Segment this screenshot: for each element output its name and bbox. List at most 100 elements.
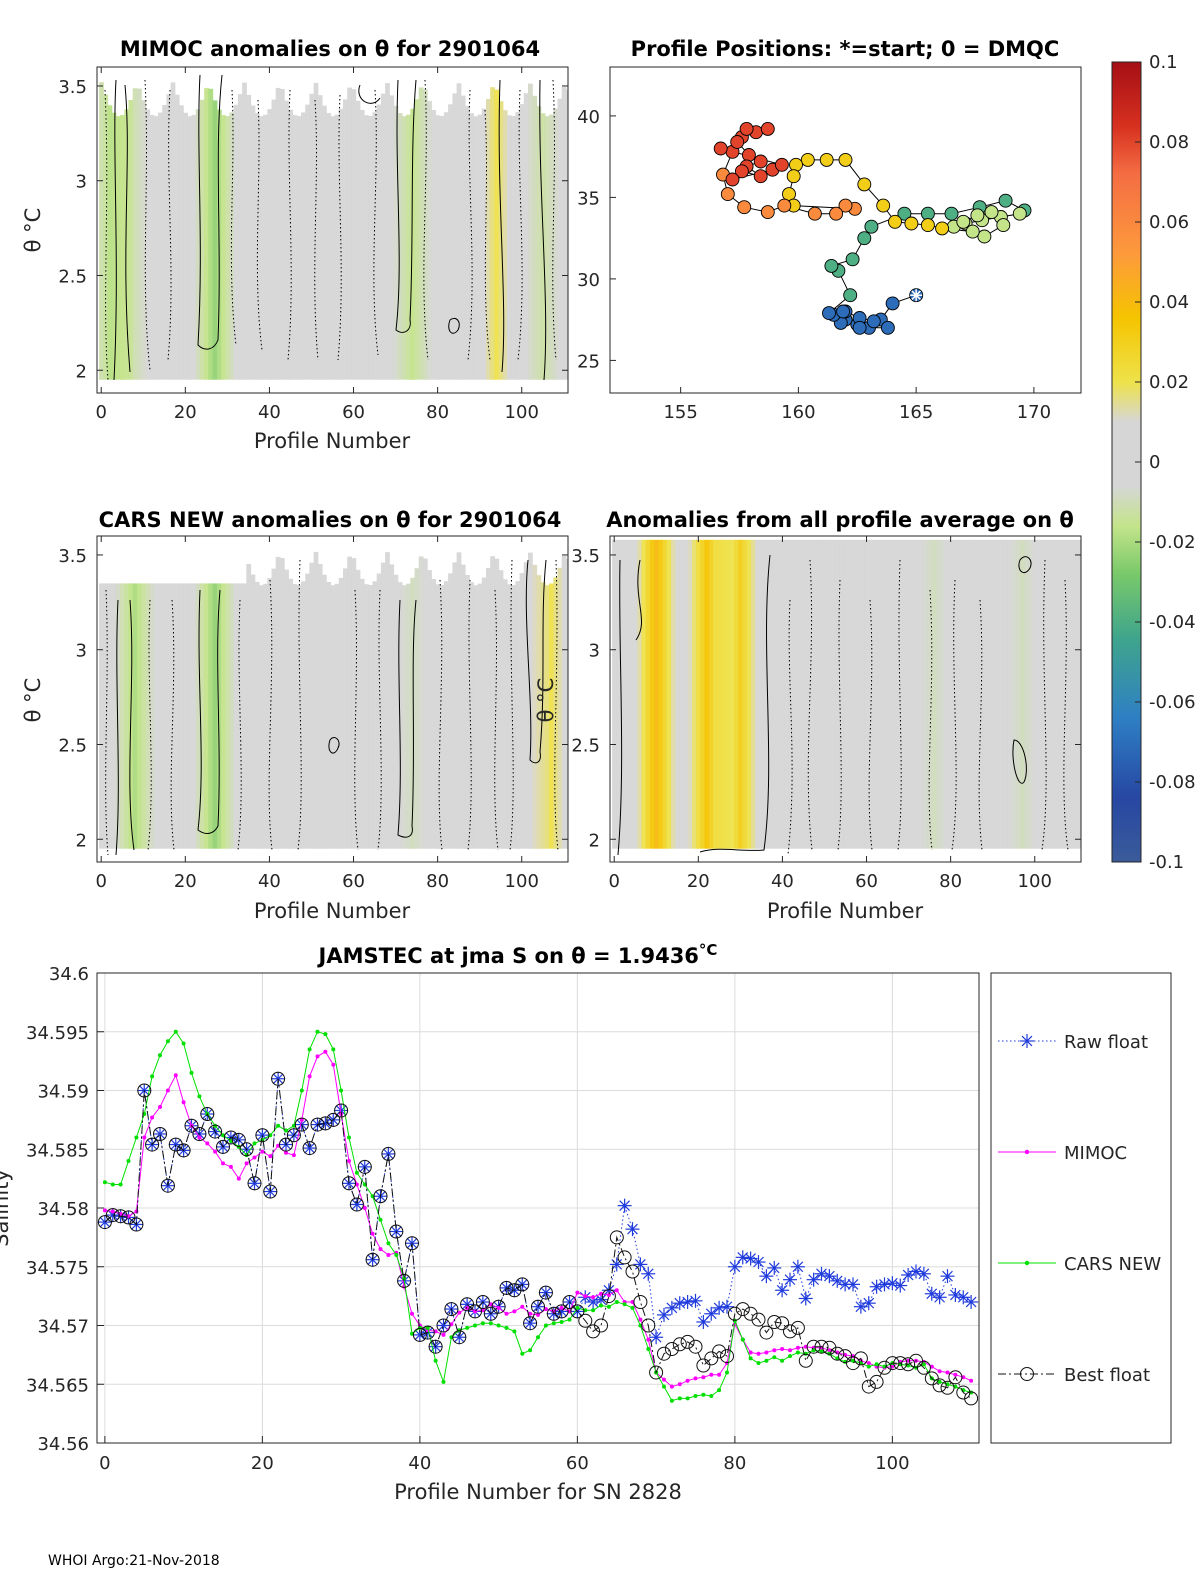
series-point (181, 1041, 186, 1046)
field-column (183, 583, 188, 849)
field-column (839, 539, 844, 849)
series-point (924, 1371, 939, 1386)
series-point (866, 1364, 871, 1369)
field-column (414, 99, 420, 380)
field-column (717, 539, 722, 849)
series-point (223, 1130, 238, 1145)
field-column (893, 539, 899, 849)
field-column (662, 539, 668, 849)
series-point (650, 1331, 662, 1343)
field-column (847, 539, 853, 849)
profile-marker (843, 288, 858, 303)
field-column (355, 569, 361, 849)
profile-marker (897, 206, 912, 221)
series-point (847, 1279, 859, 1290)
start-star (911, 290, 921, 300)
positions-ticks: 155 160 165 170 25 30 35 40 (577, 107, 1051, 423)
field-column (1028, 539, 1034, 849)
field-column (481, 577, 487, 849)
series-point (745, 1253, 756, 1264)
series-point (926, 1288, 938, 1300)
profile-marker (807, 206, 822, 221)
series-point (121, 1210, 136, 1225)
field-column (376, 573, 382, 849)
field-column (999, 539, 1004, 849)
series-point (674, 1297, 686, 1309)
field-column (170, 583, 176, 849)
series-point (326, 1112, 341, 1127)
field-column (927, 539, 933, 849)
series-point (814, 1339, 829, 1354)
series-point (236, 1176, 241, 1181)
field-column (418, 87, 424, 380)
field-column (153, 116, 159, 380)
field-column (654, 539, 659, 849)
average-ticks: 0 20 40 60 80 100 2 2.5 3 3.5 (571, 536, 1081, 892)
series-point (776, 1284, 788, 1296)
legend-entries: Raw float MIMOC CARS NEW Best float (998, 1032, 1161, 1386)
field-column (128, 100, 134, 380)
profile-marker (866, 314, 881, 329)
field-column (439, 116, 445, 380)
series-point (110, 1209, 115, 1214)
field-column (978, 539, 983, 849)
series-point (853, 1351, 868, 1366)
field-column (208, 583, 214, 849)
series-point (342, 1176, 356, 1191)
field-column (671, 539, 676, 849)
x-tick-label: 40 (258, 871, 281, 892)
field-column (565, 558, 568, 849)
field-column (700, 539, 706, 849)
field-column (519, 573, 525, 849)
series-point (491, 1299, 506, 1314)
series-point (712, 1344, 727, 1359)
field-column (355, 100, 361, 380)
field-column (1074, 539, 1080, 849)
field-column (544, 585, 550, 849)
profile-marker (730, 135, 745, 149)
field-column (687, 539, 693, 849)
field-column (107, 105, 113, 380)
field-column (296, 585, 302, 849)
series-point (465, 1325, 470, 1330)
field-column (658, 539, 664, 849)
field-column (237, 94, 243, 380)
field-column (166, 583, 172, 849)
series-point (373, 1189, 388, 1204)
field-column (1049, 539, 1055, 849)
series-point (641, 1318, 656, 1333)
y-tick-label: 2.5 (58, 266, 87, 287)
field-column (469, 582, 474, 849)
float-track (713, 121, 1032, 335)
series-point (460, 1297, 475, 1312)
series-point (806, 1339, 821, 1354)
salinity-xlabel: Profile Number for SN 2828 (394, 1480, 682, 1504)
series-point (412, 1327, 427, 1342)
series-point (839, 1279, 851, 1290)
cars-ylabel: θ °C (21, 678, 45, 723)
field-column (242, 82, 247, 380)
field-column (1036, 539, 1042, 849)
field-column (263, 114, 268, 380)
field-column (296, 116, 302, 380)
field-column (187, 116, 193, 380)
field-column (549, 583, 554, 849)
series-point (633, 1295, 648, 1309)
field-column (267, 578, 273, 849)
y-tick-label: 34.57 (37, 1317, 89, 1338)
series-point (685, 1396, 690, 1401)
series-point (871, 1281, 882, 1293)
series-point (370, 1231, 375, 1236)
series-point (170, 1139, 182, 1150)
series-point (599, 1303, 603, 1308)
field-column (191, 114, 197, 380)
cars-title: CARS NEW anomalies on θ for 2901064 (99, 508, 562, 532)
y-tick-label: 34.59 (37, 1082, 89, 1103)
series-point (299, 1088, 304, 1093)
field-column (120, 583, 125, 849)
profile-marker (789, 157, 803, 172)
series-point (767, 1315, 782, 1329)
field-column (494, 89, 500, 380)
series-point (551, 1321, 556, 1326)
series-point (764, 1358, 769, 1363)
